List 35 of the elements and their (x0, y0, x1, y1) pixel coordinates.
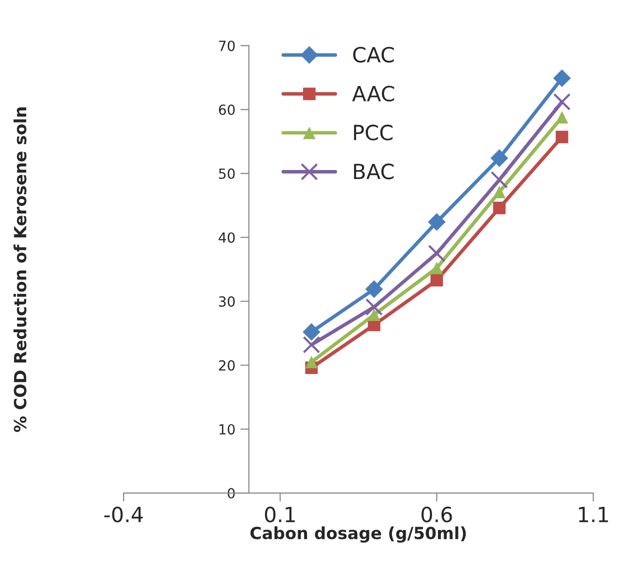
point (430, 274, 443, 286)
y-tick-label: 30 (219, 296, 235, 307)
x-tick-label: -0.4 (104, 506, 143, 522)
x-tick-label: 0.6 (422, 506, 452, 522)
y-tick-label: 20 (219, 360, 235, 371)
point (430, 262, 443, 274)
point (490, 171, 508, 189)
point (553, 69, 571, 88)
point (428, 213, 446, 231)
y-tick-label: 60 (218, 104, 235, 115)
legend-label: CAC (353, 46, 394, 63)
legend-label: AAC (352, 86, 394, 102)
point (490, 149, 508, 167)
point (305, 356, 318, 368)
x-tick-label: 0.1 (264, 506, 295, 522)
x-axis-title: Cabon dosage (g/50ml) (250, 526, 466, 543)
point (556, 130, 568, 144)
point (556, 110, 568, 124)
point (428, 244, 446, 262)
point (553, 93, 571, 111)
point (302, 323, 320, 341)
point (302, 336, 320, 354)
y-tick-label: 70 (219, 40, 235, 52)
point (493, 202, 506, 214)
point (365, 280, 383, 298)
y-tick-label: 40 (218, 232, 235, 243)
point (493, 186, 506, 198)
point (365, 298, 383, 316)
y-axis-title: % COD Reduction of Kerosene soln (14, 107, 26, 432)
y-tick-label: 10 (220, 424, 235, 435)
y-tick-label: 50 (219, 168, 235, 179)
legend-label: BAC (354, 164, 394, 180)
x-tick-label: 1.1 (579, 506, 608, 522)
legend-label: PCC (354, 124, 393, 140)
point (368, 308, 380, 321)
